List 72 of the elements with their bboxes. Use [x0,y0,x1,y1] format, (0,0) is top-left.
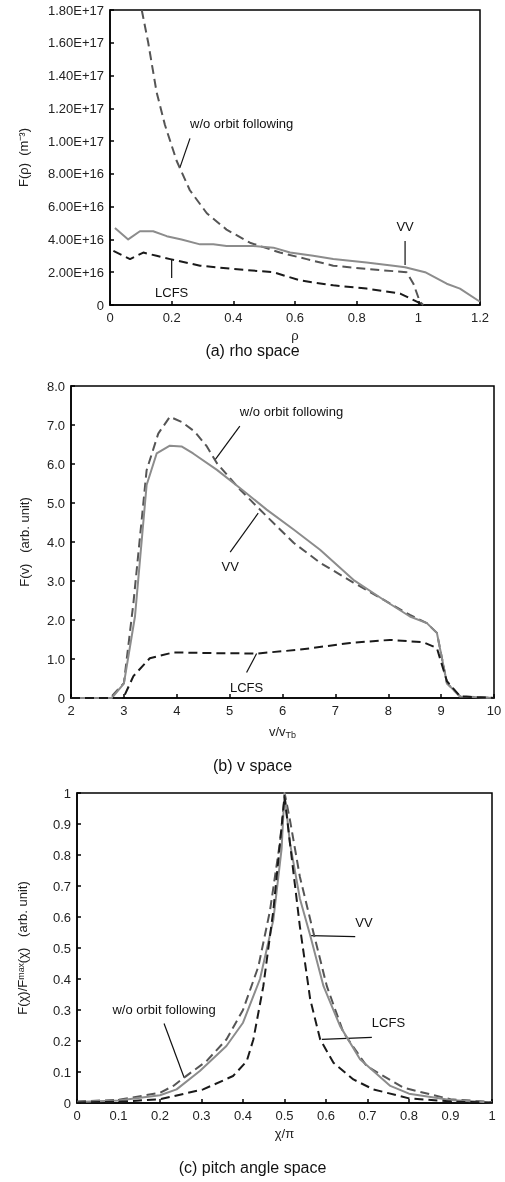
y-tick-label: 5.0 [46,495,65,511]
x-axis-title: χ/π [274,1125,295,1141]
y-tick-label: 0 [63,1095,71,1111]
x-tick-label: 9 [437,703,445,718]
x-tick-label: 0.3 [192,1108,211,1123]
x-tick-label: 6 [278,703,287,718]
x-tick-label: 0.2 [150,1108,170,1123]
x-tick-label: 10 [486,703,502,718]
x-axis-title: ρ [291,327,299,343]
x-tick-label: 0.8 [347,310,366,325]
x-tick-label: 8 [384,703,392,718]
y-tick-label: 0.8 [52,847,71,863]
x-tick-label: 0.6 [316,1108,336,1123]
annotation: LCFS [155,284,189,300]
y-tick-label: 0 [57,690,65,706]
x-tick-label: 1.2 [470,310,490,325]
x-tick-label: 0.5 [275,1108,294,1123]
x-tick-label: 1 [414,310,422,325]
y-tick-label: 6.0 [46,456,65,472]
x-tick-label: 4 [173,703,181,718]
x-tick-label: 0.7 [358,1108,377,1123]
y-tick-label: 1.20E+17 [47,100,104,116]
x-tick-label: 0 [106,310,114,325]
y-tick-label: 0.1 [52,1064,71,1080]
y-tick-label: 2.0 [46,612,65,628]
x-tick-label: 0.6 [285,310,305,325]
y-tick-label: 1.0 [46,651,65,667]
annotation: w/o orbit following [238,404,344,420]
y-tick-label: 1.00E+17 [47,133,104,149]
y-tick-label: 8.00E+16 [47,166,104,182]
x-tick-label: 3 [120,703,128,718]
y-tick-label: 1.40E+17 [47,68,104,84]
annotation: LCFS [229,679,264,695]
y-tick-label: 0.6 [52,909,71,925]
y-tick-label: 8.0 [46,378,65,394]
annotation: w/o orbit following [188,116,294,132]
y-tick-label: 0.2 [52,1033,71,1049]
x-tick-label: 5 [226,703,234,718]
y-tick-label: 4.0 [46,534,65,550]
y-tick-label: 0.3 [52,1002,71,1018]
annotation: LCFS [371,1015,406,1031]
annotation: VV [221,559,240,575]
y-axis-title: F(ρ) (m⁻³) [16,127,31,188]
y-tick-label: 3.0 [46,573,65,589]
y-tick-label: 0.9 [52,816,71,832]
x-tick-label: 0.9 [441,1108,460,1123]
annotation: w/o orbit following [111,1001,216,1017]
x-tick-label: 1 [488,1108,496,1123]
x-tick-label: 0.4 [224,310,243,325]
y-axis-title: F(χ)/Fᵐᵃˣ(χ) (arb. unit) [15,881,30,1015]
y-tick-label: 6.00E+16 [47,199,104,215]
text: (c) pitch angle space [178,1158,327,1176]
y-tick-label: 4.00E+16 [47,231,104,247]
x-tick-label: 0.4 [233,1108,253,1123]
annotation: VV [396,219,415,235]
x-tick-label: 7 [331,703,339,718]
y-tick-label: 0.7 [52,878,71,894]
y-tick-label: 0.5 [52,940,71,956]
annotation: VV [355,914,373,930]
y-tick-label: 1 [63,785,71,801]
y-tick-label: 0 [96,297,104,313]
y-tick-label: 0.4 [52,971,71,987]
y-tick-label: 2.00E+16 [47,264,104,280]
y-tick-label: 7.0 [46,417,65,433]
y-axis-title: F(v) (arb. unit) [17,497,32,587]
x-tick-label: 0.2 [162,310,181,325]
y-tick-label: 1.80E+17 [47,2,104,18]
text: (b) v space [212,756,293,774]
y-tick-label: 1.60E+17 [47,35,104,51]
x-tick-label: 0.8 [399,1108,419,1123]
x-tick-label: 0.1 [109,1108,128,1123]
x-tick-label: 2 [67,703,75,718]
